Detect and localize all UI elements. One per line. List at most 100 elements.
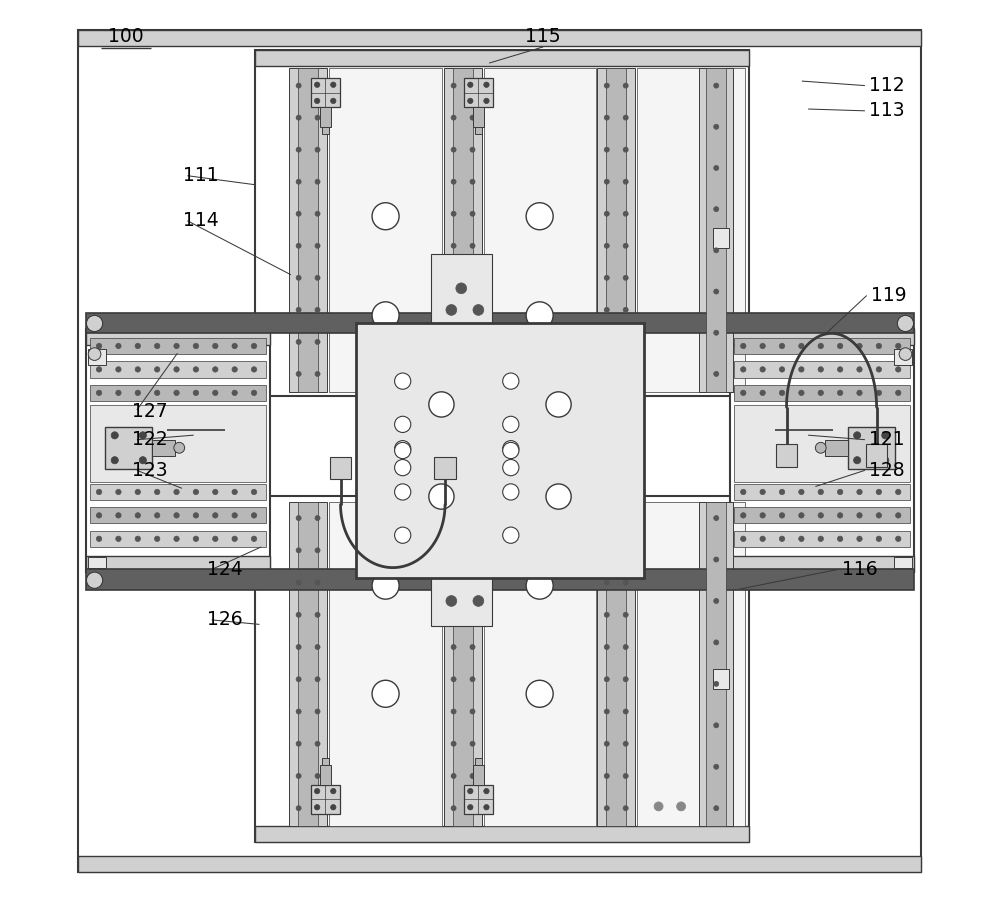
Circle shape: [623, 677, 628, 682]
Circle shape: [503, 373, 519, 389]
Circle shape: [604, 805, 609, 811]
Bar: [473, 107, 484, 127]
Circle shape: [470, 515, 475, 521]
Circle shape: [314, 98, 320, 104]
Circle shape: [882, 432, 889, 439]
Circle shape: [857, 536, 862, 542]
Bar: [90, 484, 266, 500]
Circle shape: [470, 677, 475, 682]
Bar: [734, 531, 910, 547]
Bar: [706, 502, 726, 826]
Circle shape: [473, 305, 484, 315]
Circle shape: [451, 243, 456, 249]
Circle shape: [623, 115, 628, 120]
Circle shape: [232, 367, 237, 372]
Circle shape: [296, 805, 301, 811]
Text: 124: 124: [207, 560, 243, 579]
Text: 126: 126: [207, 610, 243, 630]
Circle shape: [213, 536, 218, 542]
Circle shape: [799, 367, 804, 372]
Circle shape: [451, 115, 456, 120]
Bar: [699, 68, 733, 392]
Circle shape: [470, 147, 475, 152]
Circle shape: [470, 644, 475, 650]
Circle shape: [896, 513, 901, 518]
Circle shape: [546, 392, 571, 417]
Bar: [311, 78, 340, 107]
Circle shape: [623, 709, 628, 714]
Circle shape: [741, 367, 746, 372]
Circle shape: [314, 805, 320, 810]
Circle shape: [837, 536, 843, 542]
Circle shape: [779, 536, 785, 542]
Bar: [356, 323, 644, 578]
Circle shape: [213, 343, 218, 349]
Circle shape: [604, 211, 609, 216]
Bar: [255, 496, 749, 842]
Circle shape: [470, 805, 475, 811]
Bar: [713, 669, 729, 689]
Circle shape: [623, 307, 628, 313]
Circle shape: [296, 83, 301, 88]
Circle shape: [395, 441, 411, 457]
Circle shape: [395, 484, 411, 500]
Circle shape: [116, 367, 121, 372]
Circle shape: [232, 390, 237, 396]
Circle shape: [677, 802, 686, 811]
Circle shape: [296, 147, 301, 152]
Circle shape: [451, 179, 456, 184]
Circle shape: [451, 211, 456, 216]
Bar: [88, 557, 106, 568]
Circle shape: [470, 742, 475, 746]
Circle shape: [315, 805, 320, 811]
Text: 123: 123: [132, 460, 168, 480]
Circle shape: [714, 166, 719, 170]
Bar: [606, 502, 626, 826]
Circle shape: [623, 644, 628, 650]
Bar: [311, 785, 340, 814]
Circle shape: [799, 343, 804, 349]
Circle shape: [857, 367, 862, 372]
Bar: [88, 349, 106, 365]
Circle shape: [174, 442, 185, 453]
Bar: [734, 361, 910, 378]
Circle shape: [429, 392, 454, 417]
Bar: [848, 427, 895, 469]
Circle shape: [116, 489, 121, 495]
Circle shape: [315, 340, 320, 344]
Bar: [86, 569, 914, 590]
Circle shape: [451, 644, 456, 650]
Circle shape: [86, 315, 103, 332]
Circle shape: [96, 367, 102, 372]
Circle shape: [296, 179, 301, 184]
Bar: [320, 765, 331, 785]
Circle shape: [473, 596, 484, 606]
Circle shape: [604, 147, 609, 152]
Circle shape: [503, 460, 519, 476]
Bar: [255, 50, 749, 66]
Circle shape: [96, 536, 102, 542]
Circle shape: [174, 343, 179, 349]
Circle shape: [714, 640, 719, 645]
Text: 122: 122: [132, 430, 168, 450]
Circle shape: [470, 580, 475, 585]
Circle shape: [604, 115, 609, 120]
Bar: [86, 313, 914, 333]
Circle shape: [154, 536, 160, 542]
Circle shape: [714, 206, 719, 212]
Circle shape: [741, 513, 746, 518]
Circle shape: [395, 373, 411, 389]
Circle shape: [546, 484, 571, 509]
Circle shape: [395, 527, 411, 543]
Circle shape: [213, 390, 218, 396]
Circle shape: [470, 613, 475, 617]
Circle shape: [760, 390, 765, 396]
Circle shape: [484, 82, 489, 87]
Circle shape: [484, 805, 489, 810]
Circle shape: [193, 489, 199, 495]
Circle shape: [604, 580, 609, 585]
Circle shape: [315, 548, 320, 553]
Circle shape: [714, 515, 719, 521]
Bar: [475, 758, 482, 765]
Bar: [431, 554, 492, 626]
